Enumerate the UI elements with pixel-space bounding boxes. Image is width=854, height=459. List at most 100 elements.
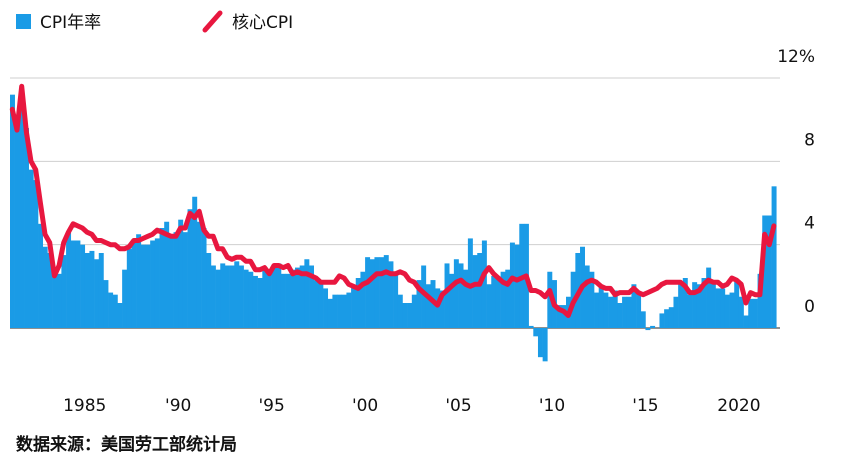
bar (295, 267, 300, 328)
bar (229, 265, 235, 328)
bar (33, 180, 39, 328)
bar (365, 257, 371, 328)
bar (500, 271, 506, 328)
bar (388, 261, 394, 328)
bar (379, 257, 385, 328)
bar (449, 273, 455, 328)
bar (248, 271, 254, 328)
bar (10, 94, 15, 329)
bar (355, 278, 361, 328)
bar (103, 280, 109, 328)
bar (374, 257, 380, 328)
legend-swatch (16, 14, 31, 29)
bar (299, 265, 305, 328)
bar (752, 298, 758, 328)
bar (271, 267, 277, 328)
bar (636, 292, 642, 328)
bar (19, 100, 25, 329)
bar (276, 263, 282, 328)
bar (42, 246, 48, 328)
bar (252, 275, 258, 328)
bar (112, 294, 118, 328)
x-tick-label: '05 (445, 396, 471, 416)
bar (257, 278, 263, 328)
bar (710, 280, 716, 328)
bar (206, 253, 212, 328)
bar (52, 273, 58, 328)
bar (617, 303, 623, 328)
bar (547, 271, 553, 328)
bar (421, 265, 427, 328)
bar (182, 232, 188, 328)
legend-label: CPI年率 (40, 13, 101, 33)
bar (309, 265, 315, 328)
bar (243, 269, 249, 328)
bar (598, 286, 604, 328)
bar (477, 253, 483, 328)
bar (640, 311, 646, 328)
bar (332, 294, 338, 328)
bar (486, 284, 492, 328)
bar (509, 242, 515, 328)
bar (766, 215, 772, 328)
bar (178, 219, 184, 328)
bar (224, 265, 230, 328)
bar (425, 284, 431, 328)
bar (262, 267, 268, 328)
bar (626, 296, 632, 328)
bar (28, 169, 34, 328)
bar (94, 259, 100, 328)
bar (383, 255, 389, 328)
bar (495, 278, 501, 328)
bar (458, 263, 464, 328)
bar (196, 221, 202, 328)
bar (140, 244, 146, 328)
bar (411, 294, 417, 328)
bar (159, 228, 165, 328)
bar (290, 269, 296, 328)
bar (664, 309, 670, 328)
bar (687, 294, 693, 328)
bar (542, 328, 548, 362)
bar (24, 128, 29, 328)
bar (589, 271, 595, 328)
bar (47, 253, 53, 328)
bar (505, 269, 511, 328)
x-tick-label: 1985 (63, 396, 106, 416)
bar (56, 273, 62, 328)
bar (168, 234, 174, 328)
bar (318, 282, 324, 328)
bar (682, 278, 688, 328)
bar (514, 244, 520, 328)
bar (678, 284, 684, 328)
bar (771, 186, 777, 328)
bar (533, 328, 539, 337)
bar (467, 238, 473, 328)
bar (748, 298, 754, 328)
x-tick-label: 2020 (717, 396, 760, 416)
bar (341, 294, 347, 328)
bar (561, 305, 567, 328)
bar (668, 307, 674, 328)
bar (70, 240, 76, 328)
bar (285, 273, 291, 328)
bar (304, 259, 310, 328)
bar (369, 259, 375, 328)
bar (145, 244, 151, 328)
bar (729, 292, 735, 328)
bar (234, 261, 240, 328)
bar (323, 288, 329, 328)
bar (608, 296, 614, 328)
y-tick-label: 8 (804, 130, 815, 150)
bar (435, 288, 441, 328)
bar (337, 294, 343, 328)
bar (556, 305, 562, 328)
bar (192, 196, 198, 328)
bar (645, 328, 651, 331)
bar (108, 292, 114, 328)
bar (220, 263, 226, 328)
bar (715, 288, 721, 328)
bar (757, 273, 763, 328)
bar (131, 240, 137, 328)
